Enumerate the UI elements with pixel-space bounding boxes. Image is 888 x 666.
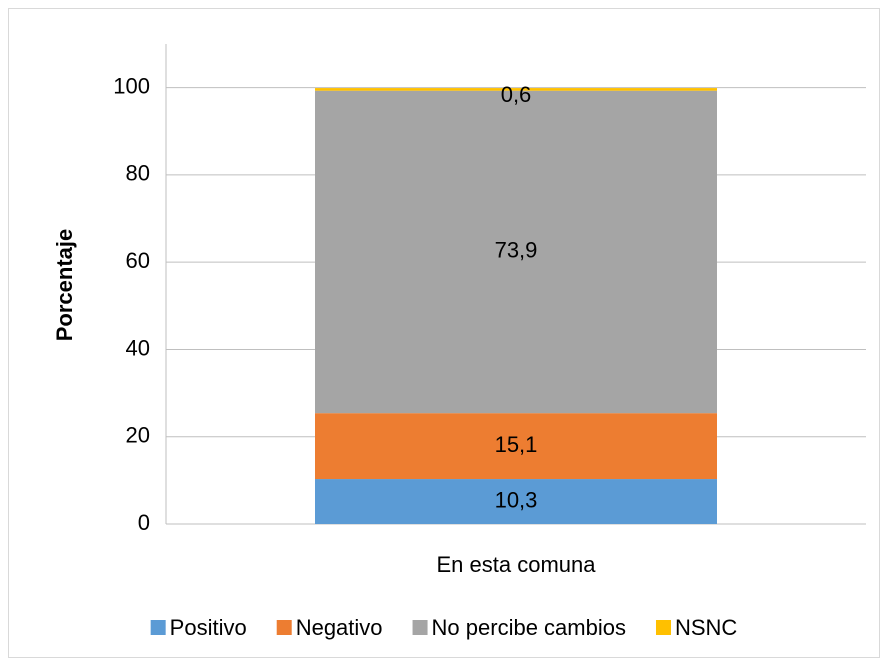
legend-swatch — [412, 620, 428, 635]
bar-segment — [315, 413, 717, 480]
legend-label: NSNC — [675, 615, 737, 640]
y-axis-title: Porcentaje — [52, 229, 77, 342]
y-tick-label: 0 — [138, 510, 150, 535]
legend-label: Negativo — [296, 615, 383, 640]
bar-segment — [315, 88, 717, 91]
x-tick-label: En esta comuna — [437, 552, 597, 577]
y-tick-label: 40 — [126, 335, 150, 360]
data-label: 0,6 — [501, 82, 532, 107]
data-label: 10,3 — [495, 487, 538, 512]
legend-swatch — [655, 620, 671, 635]
bar-segment — [315, 479, 717, 524]
legend-swatch — [150, 620, 166, 635]
legend-label: No percibe cambios — [432, 615, 626, 640]
y-tick-label: 20 — [126, 423, 150, 448]
data-label: 73,9 — [495, 238, 538, 263]
legend-label: Positivo — [170, 615, 247, 640]
legend-swatch — [276, 620, 292, 635]
bar-segment — [315, 90, 717, 414]
y-tick-label: 60 — [126, 248, 150, 273]
y-tick-label: 80 — [126, 161, 150, 186]
y-tick-label: 100 — [113, 73, 150, 98]
data-label: 15,1 — [495, 432, 538, 457]
